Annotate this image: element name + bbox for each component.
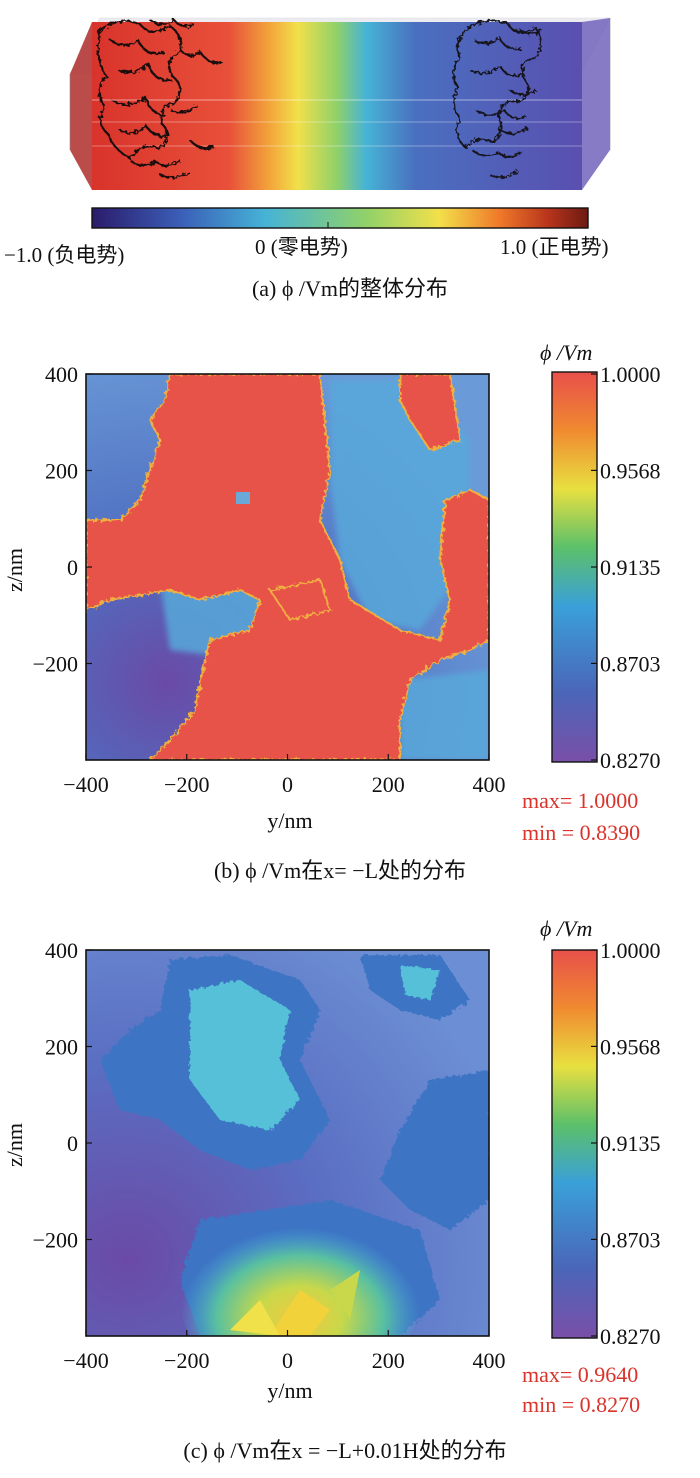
y-tick-label: 200 xyxy=(45,459,78,484)
panel-b-heatmap xyxy=(86,374,489,760)
colorbar-tick-label: 1.0000 xyxy=(600,362,661,387)
particle-cluster-right xyxy=(452,19,543,179)
x-tick-label: −400 xyxy=(63,772,108,797)
x-tick-label: −200 xyxy=(164,772,209,797)
colorbar-tick-label: 0.8703 xyxy=(600,1227,661,1252)
colorbar-tick-label: 0.9568 xyxy=(600,1034,661,1059)
colorbar-a-label-mid: 0 (零电势) xyxy=(255,235,348,259)
panel-a-3d-view xyxy=(69,17,611,229)
panel-c-ylabel: z/nm xyxy=(2,1123,27,1167)
y-tick-label: 400 xyxy=(45,938,78,963)
x-tick-label: −400 xyxy=(63,1348,108,1373)
colorbar-b-ticks: 1.0000 0.9568 0.9135 0.8703 0.8270 xyxy=(591,362,661,773)
panel-b-xlabel: y/nm xyxy=(267,808,312,833)
particle-cluster-left xyxy=(96,18,223,179)
y-tick-label: −200 xyxy=(33,652,78,677)
colorbar-c-title: ϕ /Vm xyxy=(540,916,592,941)
panel-c-axes: −400 −200 0 200 400 400 200 0 −200 xyxy=(33,938,506,1373)
colorbar-tick-label: 0.9135 xyxy=(600,1131,661,1156)
x-tick-label: 400 xyxy=(473,1348,506,1373)
panel-b-ylabel: z/nm xyxy=(2,548,27,592)
panel-b-min: min = 0.8390 xyxy=(522,820,640,845)
colorbar-tick-label: 1.0000 xyxy=(600,938,661,963)
colorbar-a xyxy=(91,207,589,229)
panel-b-axes: −400 −200 0 200 400 400 200 0 −200 xyxy=(33,362,506,797)
panel-c-xlabel: y/nm xyxy=(267,1378,312,1403)
caption-b: (b) ϕ /Vm在x= −L处的分布 xyxy=(214,858,466,883)
x-tick-label: 400 xyxy=(473,772,506,797)
panel-c-min: min = 0.8270 xyxy=(522,1392,640,1417)
colorbar-tick-label: 0.8270 xyxy=(600,748,661,773)
panel-c-max: max= 0.9640 xyxy=(522,1362,638,1387)
x-tick-label: 0 xyxy=(282,772,293,797)
y-tick-label: 0 xyxy=(67,1131,78,1156)
slab-front-face xyxy=(92,22,582,190)
colorbar-b-title: ϕ /Vm xyxy=(540,340,592,365)
y-tick-label: 200 xyxy=(45,1035,78,1060)
colorbar-a-label-right: 1.0 (正电势) xyxy=(500,235,609,259)
caption-c: (c) ϕ /Vm在x = −L+0.01H处的分布 xyxy=(183,1438,506,1463)
panel-c-heatmap xyxy=(86,950,489,1336)
colorbar-tick-label: 0.9135 xyxy=(600,555,661,580)
x-tick-label: 0 xyxy=(282,1348,293,1373)
colorbar-tick-label: 0.9568 xyxy=(600,458,661,483)
y-tick-label: 0 xyxy=(67,555,78,580)
panel-b-max: max= 1.0000 xyxy=(522,788,638,813)
y-tick-label: −200 xyxy=(33,1228,78,1253)
x-tick-label: 200 xyxy=(372,772,405,797)
x-tick-label: 200 xyxy=(372,1348,405,1373)
y-tick-label: 400 xyxy=(45,362,78,387)
x-tick-label: −200 xyxy=(164,1348,209,1373)
colorbar-b xyxy=(551,371,598,763)
colorbar-tick-label: 0.8703 xyxy=(600,651,661,676)
colorbar-c-ticks: 1.0000 0.9568 0.9135 0.8703 0.8270 xyxy=(591,938,661,1349)
colorbar-c xyxy=(551,949,598,1339)
colorbar-a-label-left: −1.0 (负电势) xyxy=(4,243,124,267)
caption-a: (a) ϕ /Vm的整体分布 xyxy=(252,276,448,301)
colorbar-tick-label: 0.8270 xyxy=(600,1324,661,1349)
